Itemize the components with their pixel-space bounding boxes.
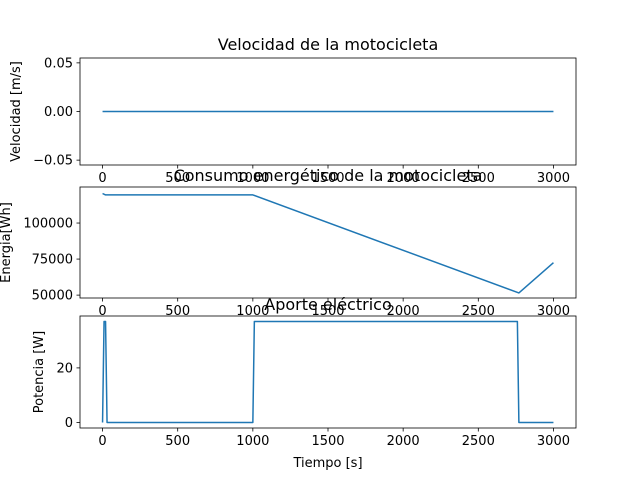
- y-tick-label: 0.05: [44, 56, 73, 71]
- x-tick-label: 500: [165, 434, 190, 449]
- y-tick-label: 50000: [32, 289, 73, 304]
- chart-3: 0 500 1000 1500 2000 2500 3000 0 20 Potencia [W] T…: [32, 295, 577, 471]
- x-tick-label: 1500: [311, 304, 344, 319]
- x-tick-label: 3000: [537, 434, 570, 449]
- x-tick-label: 2500: [462, 304, 495, 319]
- chart-1: 0 500 1000 1500 2000 2500 3000 −0.05 0.00 0.05 Vel…: [9, 35, 577, 186]
- x-tick-label: 2000: [387, 304, 420, 319]
- y-tick-label: 20: [56, 361, 73, 376]
- x-tick-label: 2000: [387, 171, 420, 186]
- x-tick-label: 1500: [311, 434, 344, 449]
- chart-2: 0 500 1000 1500 2000 2500 3000 50000 75000 100000…: [0, 166, 577, 319]
- x-tick-label: 500: [165, 171, 190, 186]
- y-tick-label: 100000: [23, 217, 73, 232]
- x-tick-label: 2500: [462, 434, 495, 449]
- x-tick-label: 1000: [236, 304, 269, 319]
- y-tick-label: −0.05: [33, 154, 73, 169]
- x-tick-label: 0: [98, 304, 106, 319]
- x-axis-label: Tiempo [s]: [292, 456, 362, 471]
- x-tick-label: 1000: [236, 171, 269, 186]
- y-axis-label: Energia[Wh]: [0, 202, 14, 283]
- chart-title: Consumo energético de la motocicleta: [174, 166, 483, 185]
- x-tick-label: 1000: [236, 434, 269, 449]
- chart-title: Velocidad de la motocicleta: [218, 35, 439, 54]
- y-tick-label: 0: [65, 416, 73, 431]
- y-axis-label: Velocidad [m/s]: [9, 61, 24, 162]
- x-tick-label: 3000: [537, 304, 570, 319]
- x-tick-label: 2500: [462, 171, 495, 186]
- y-axis-label: Potencia [W]: [32, 331, 47, 414]
- x-tick-label: 1500: [311, 171, 344, 186]
- series-line: [101, 320, 554, 424]
- series-line: [102, 192, 554, 294]
- x-tick-label: 2000: [387, 434, 420, 449]
- chart-title: Aporte eléctrico: [264, 295, 391, 314]
- y-tick-label: 75000: [32, 253, 73, 268]
- x-tick-label: 3000: [537, 171, 570, 186]
- y-tick-label: 0.00: [44, 105, 73, 120]
- x-tick-label: 0: [98, 171, 106, 186]
- x-tick-label: 500: [165, 304, 190, 319]
- charts-container: 0 500 1000 1500 2000 2500 3000−0.050.000.05Vel…: [0, 35, 577, 471]
- x-tick-label: 0: [98, 434, 106, 449]
